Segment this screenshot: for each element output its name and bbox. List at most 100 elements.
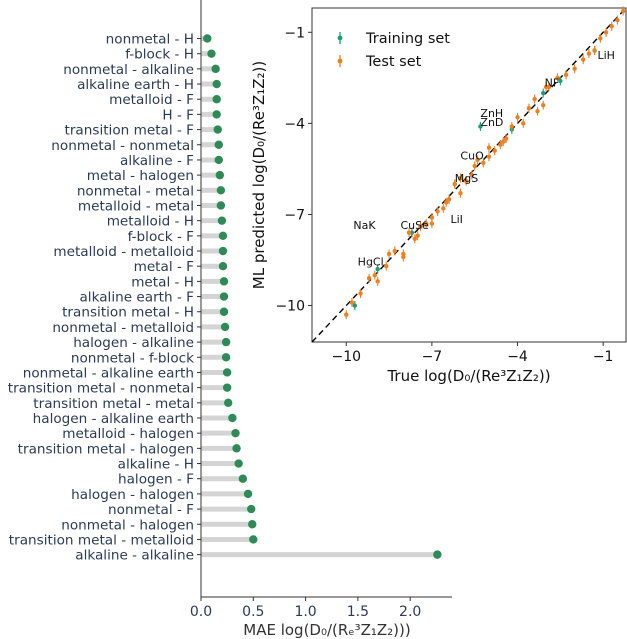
- test-point: [372, 273, 377, 278]
- test-point: [429, 215, 435, 220]
- legend-test-label: Test set: [365, 54, 422, 70]
- scatter-annotation: ZnD: [480, 116, 503, 129]
- category-label: metal - F: [134, 259, 195, 275]
- test-point: [384, 263, 389, 269]
- scatter-y-axis-label: ML predicted log(D₀/(Re³Z₁Z₂)): [250, 61, 268, 289]
- lollipop-x-tick-label: 1.5: [347, 604, 369, 620]
- category-label: alkaline - F: [120, 153, 194, 169]
- identity-diagonal-line: [311, 7, 627, 343]
- legend-training-marker: [337, 35, 343, 41]
- test-point: [415, 233, 420, 238]
- category-label: transition metal - metal: [33, 396, 194, 412]
- lollipop-x-tick-label: 0.0: [190, 604, 212, 620]
- lollipop-dot: [218, 262, 228, 271]
- lollipop-dot: [238, 474, 248, 483]
- category-label: H - F: [162, 107, 194, 123]
- training-point: [541, 90, 546, 96]
- training-point: [352, 303, 358, 308]
- category-label: alkaline earth - H: [77, 77, 194, 93]
- scatter-annotation: NaK: [353, 219, 376, 232]
- training-point: [478, 124, 483, 129]
- test-point: [446, 197, 452, 202]
- lollipop-chart: nonmetal - Hf-block - H nonmetal - alkali…: [8, 0, 452, 639]
- category-label: transition metal - F: [65, 123, 195, 139]
- test-point: [386, 251, 392, 257]
- test-point: [429, 221, 435, 226]
- lollipop-x-ticks: 0.0 0.5 1.0 1.5 2.0: [190, 597, 421, 620]
- test-point: [486, 145, 492, 150]
- lollipop-category-labels: nonmetal - Hf-block - H nonmetal - alkali…: [8, 32, 201, 564]
- lollipop-dot: [228, 413, 237, 423]
- training-point: [375, 266, 380, 272]
- lollipop-marks: [201, 34, 442, 559]
- lollipop-dot: [213, 125, 222, 134]
- scatter-annotation: LiH: [597, 49, 614, 62]
- lollipop-x-tick-label: 0.5: [242, 604, 264, 620]
- scatter-y-ticks: −10 −7 −4 −1: [275, 25, 312, 315]
- category-label: metalloid - F: [109, 92, 194, 108]
- category-label: nonmetal - metal: [77, 183, 194, 199]
- test-point: [375, 279, 380, 284]
- lollipop-dot: [218, 231, 228, 241]
- test-point: [592, 48, 597, 53]
- legend-item-test: Test set: [337, 54, 422, 70]
- scatter-annotation: CuO: [460, 149, 484, 162]
- lollipop-dot: [211, 64, 220, 74]
- category-label: alkaline - alkaline: [75, 548, 194, 564]
- test-point: [486, 154, 492, 159]
- test-point: [586, 51, 592, 56]
- scatter-points: [344, 6, 626, 320]
- category-label: transition metal - nonmetal: [8, 381, 194, 397]
- category-label: metal - H: [131, 274, 194, 290]
- category-label: halogen - halogen: [71, 487, 194, 503]
- test-point: [443, 200, 449, 205]
- category-label: nonmetal - nonmetal: [51, 138, 194, 154]
- scatter-x-tick-label: −4: [507, 349, 528, 365]
- test-point: [615, 17, 620, 23]
- category-label: metalloid - H: [107, 214, 194, 230]
- category-label: halogen - F: [118, 472, 194, 488]
- test-point: [401, 254, 406, 260]
- category-label: nonmetal - H: [106, 32, 194, 48]
- lollipop-dot: [433, 550, 442, 559]
- lollipop-x-tick-label: 2.0: [399, 604, 421, 620]
- scatter-annotation: HgCl: [358, 256, 384, 269]
- lollipop-dot: [220, 322, 230, 332]
- test-point: [441, 206, 446, 211]
- scatter-annotation: LiI: [450, 213, 462, 226]
- category-label: alkaline earth - F: [79, 290, 194, 306]
- test-point: [452, 181, 457, 187]
- test-point: [423, 221, 429, 226]
- scatter-y-tick-label: −10: [275, 299, 305, 315]
- lollipop-dot: [219, 277, 229, 286]
- category-label: nonmetal - alkaline earth: [23, 365, 194, 381]
- test-point: [541, 102, 546, 108]
- scatter-x-tick-label: −7: [422, 349, 443, 365]
- lollipop-dot: [234, 459, 243, 468]
- lollipop-dot: [221, 353, 231, 362]
- category-label: transition metal - metalloid: [9, 532, 194, 548]
- category-label: f-block - H: [125, 47, 194, 63]
- scatter-annotation: MgS: [455, 172, 478, 185]
- training-point: [558, 78, 563, 84]
- scatter-y-tick-label: −4: [284, 116, 305, 132]
- category-label: metal - halogen: [87, 168, 194, 184]
- test-point: [598, 36, 603, 41]
- scatter-annotation: ZnH: [480, 107, 503, 120]
- test-point: [412, 236, 417, 241]
- scatter-x-axis-label: True log(D₀/(Re³Z₁Z₂)): [386, 367, 550, 385]
- test-point: [418, 224, 423, 229]
- test-point: [458, 191, 463, 196]
- test-point: [543, 84, 549, 90]
- category-label: nonmetal - halogen: [61, 517, 194, 533]
- lollipop-dot: [212, 79, 221, 89]
- scatter-y-tick-label: −1: [284, 25, 305, 41]
- lollipop-dot: [215, 170, 225, 180]
- lollipop-dot: [247, 504, 256, 514]
- test-point: [532, 96, 537, 102]
- test-point: [358, 291, 363, 296]
- lollipop-dot: [222, 368, 232, 377]
- lollipop-dot: [216, 201, 226, 210]
- lollipop-dot: [216, 186, 226, 195]
- category-label: nonmetal - metalloid: [52, 320, 194, 336]
